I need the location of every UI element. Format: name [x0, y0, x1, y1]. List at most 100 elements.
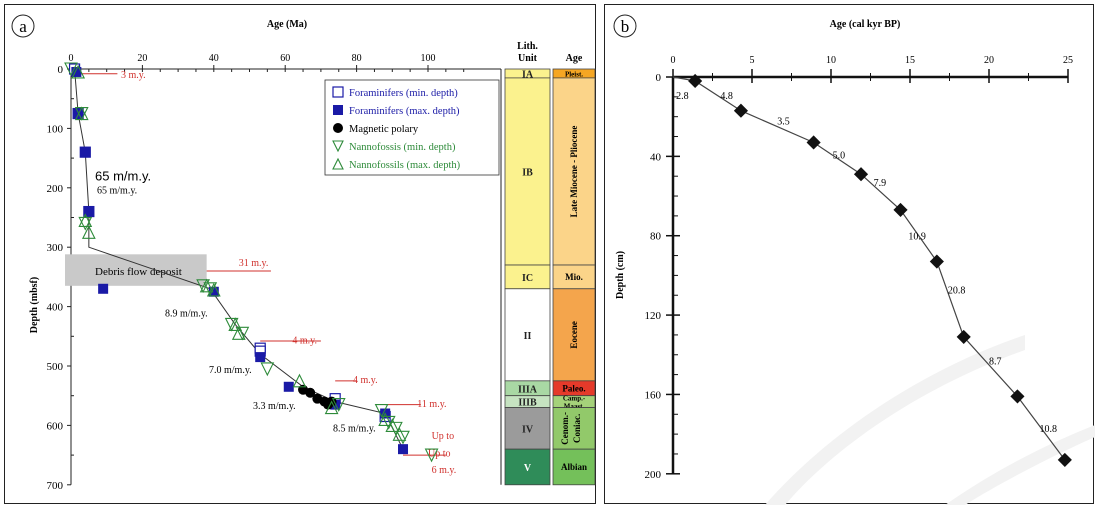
x-tick-label-b: 5	[750, 55, 755, 66]
segment-rate-label: 20.8	[948, 285, 966, 296]
data-point	[203, 282, 218, 297]
x-tick-label-a: 0	[69, 53, 74, 64]
x-tick-label-a: 100	[421, 53, 436, 64]
lith-unit-cell	[504, 288, 551, 382]
rate-label: 7.0 m/m.y.	[209, 365, 252, 376]
data-point	[305, 387, 316, 398]
data-point	[392, 427, 407, 441]
y-tick-label-b: 160	[645, 389, 662, 401]
data-point	[260, 362, 275, 377]
lith-unit-label: V	[524, 463, 532, 474]
data-point	[98, 283, 109, 294]
data-point-b	[733, 103, 749, 118]
data-point-b	[956, 329, 971, 344]
segment-rate-label: 10.8	[1040, 424, 1058, 435]
age-unit-label: Coniac.	[572, 414, 582, 443]
hiatus-label: 3 m.y.	[121, 70, 146, 81]
data-point	[378, 412, 393, 427]
y-tick-label-b: 120	[645, 310, 662, 322]
panel-a: a 0 20 40 60 80 100 Age (Ma) 0 100 200 300 400 500 600…	[4, 4, 596, 504]
data-point-b	[929, 254, 944, 269]
panel-b-letter: b	[621, 17, 630, 36]
x-tick-label-a: 40	[209, 53, 219, 64]
data-point	[235, 326, 250, 341]
legend-label: Foraminifers (max. depth)	[349, 106, 460, 117]
age-unit-label: Pleist.	[565, 70, 583, 78]
y-tick-label-b: 0	[656, 72, 662, 84]
legend-marker	[332, 157, 344, 170]
legend-marker	[333, 123, 343, 133]
data-point	[71, 66, 82, 77]
age-unit-label: Maast.	[564, 403, 585, 411]
data-point	[231, 326, 246, 340]
rate-label: 65 m/m.y.	[97, 186, 137, 197]
data-point	[424, 448, 439, 463]
data-point	[81, 225, 96, 239]
hiatus-label: 4 m.y.	[353, 375, 378, 386]
lith-unit-label: IV	[522, 424, 534, 435]
rate-label: 3.3 m/m.y.	[253, 401, 296, 412]
data-point	[283, 381, 294, 392]
segment-rate-label: 10.9	[908, 232, 926, 243]
y-tick-label-b: 200	[645, 469, 662, 481]
lith-unit-label: IB	[522, 167, 533, 178]
y-tick-label-a: 400	[47, 302, 64, 314]
y-tick-label-a: 300	[47, 242, 64, 254]
rate-label: 8.5 m/m.y.	[333, 423, 376, 434]
segment-rate-label: 8.7	[989, 357, 1002, 368]
x-tick-label-b: 0	[671, 55, 676, 66]
x-tick-label-b: 25	[1063, 55, 1073, 66]
age-unit-label: Albian	[561, 462, 587, 472]
panel-b: b Age (cal kyr BP) Depth (cm) 0 5 10 15 20 25 0 40…	[604, 4, 1095, 505]
data-point	[398, 444, 409, 455]
data-point	[224, 317, 239, 332]
segment-rate-label: 2.8	[676, 91, 689, 102]
y-tick-label-b: 40	[650, 151, 662, 163]
data-point	[292, 373, 307, 388]
age-unit-label: Cenom.-	[560, 412, 570, 445]
data-point	[83, 206, 94, 217]
data-point	[255, 352, 266, 363]
data-point	[78, 213, 93, 228]
data-point	[199, 278, 214, 293]
hiatus-label: 4 m.y.	[292, 335, 317, 346]
legend-label: Foraminifers (min. depth)	[349, 88, 458, 99]
y-axis-label-b: Depth (cm)	[615, 251, 626, 299]
data-point	[74, 106, 89, 121]
age-unit-cell	[552, 288, 596, 382]
lith-unit-label: II	[524, 331, 532, 342]
age-unit-label: Mio.	[565, 272, 583, 282]
age-unit-label: Eocene	[569, 321, 579, 349]
watermark-shape	[945, 425, 1095, 505]
age-unit-label: Paleo.	[562, 383, 585, 393]
y-tick-label-a: 600	[47, 420, 64, 432]
age-depth-chart-b: b Age (cal kyr BP) Depth (cm) 0 5 10 15 20 25 0 40…	[613, 14, 1095, 505]
lith-unit-label: IIIB	[518, 398, 537, 409]
data-point	[324, 400, 339, 415]
x-tick-label-b: 10	[826, 55, 836, 66]
legend-box-a	[324, 79, 500, 176]
legend-marker	[332, 140, 344, 153]
lith-header: Unit	[518, 53, 538, 64]
panel-a-letter-circle	[11, 14, 35, 38]
lith-unit-label: IIIA	[518, 384, 538, 395]
segment-rate-label: 4.8	[720, 91, 733, 102]
rate-label-big: 65 m/m.y.	[95, 169, 151, 184]
y-tick-label-a: 700	[47, 480, 64, 492]
hiatus-label: 31 m.y.	[239, 258, 269, 269]
lith-header: Lith.	[517, 41, 538, 52]
age-unit-label: Camp.-	[563, 395, 586, 403]
data-point-b	[1057, 452, 1072, 467]
age-unit-cell	[552, 407, 596, 450]
y-tick-label-a: 100	[47, 123, 64, 135]
y-tick-label-a: 0	[58, 64, 64, 76]
data-point	[80, 147, 91, 158]
lith-unit-cell	[504, 77, 551, 266]
y-axis-label-a: Depth (mbsf)	[29, 277, 40, 333]
data-point	[228, 317, 243, 331]
lith-unit-label: IC	[522, 273, 533, 284]
data-point-b	[1010, 389, 1025, 404]
data-point	[206, 282, 221, 297]
legend-label: Nannofossils (max. depth)	[349, 160, 461, 171]
watermark-shape	[765, 335, 1025, 505]
